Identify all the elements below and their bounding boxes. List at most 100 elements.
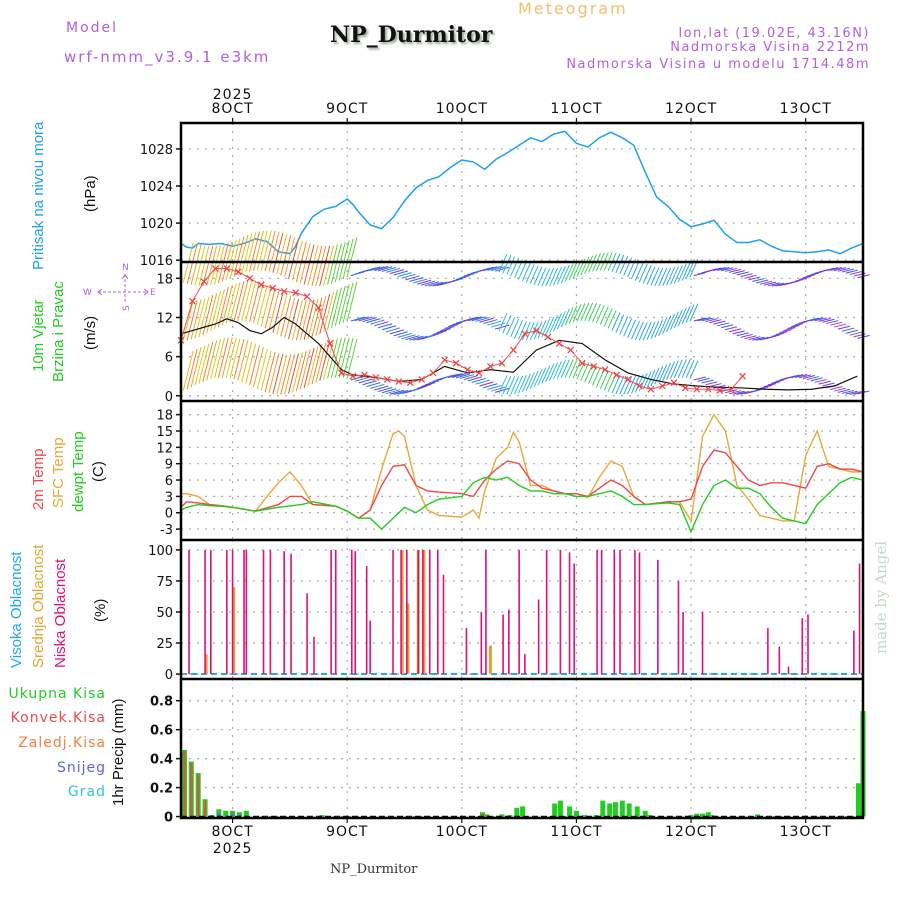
precip-bar-snow bbox=[217, 813, 221, 817]
wind-barb bbox=[830, 266, 843, 271]
wind-barb bbox=[510, 318, 520, 338]
wind-barb bbox=[198, 245, 210, 287]
wind-barb bbox=[217, 337, 229, 378]
wind-barb bbox=[389, 329, 404, 335]
wind-barb bbox=[233, 339, 245, 380]
wind-barb bbox=[264, 230, 276, 272]
wind-barb bbox=[767, 282, 780, 287]
low-cloud-bar bbox=[210, 549, 212, 675]
wind-barb bbox=[845, 269, 858, 274]
y-tick-label: 1020 bbox=[140, 217, 173, 232]
wind-barb bbox=[818, 317, 831, 322]
low-cloud-bar bbox=[290, 553, 292, 675]
wind-barb bbox=[432, 330, 447, 336]
wind-barb bbox=[560, 308, 570, 328]
wind-barb bbox=[459, 273, 475, 279]
wind-barb bbox=[549, 267, 559, 287]
low-cloud-bar bbox=[422, 549, 424, 675]
wind-barb bbox=[529, 370, 539, 390]
wind-barb bbox=[685, 260, 695, 280]
wind-barb bbox=[502, 315, 512, 334]
wind-barb bbox=[615, 314, 625, 333]
wind-barb bbox=[849, 331, 862, 336]
wind-gust-marker bbox=[338, 369, 345, 377]
wind-barb bbox=[638, 263, 648, 283]
wind-barb bbox=[284, 237, 296, 278]
y-tick-label: 0.2 bbox=[150, 782, 173, 797]
low-cloud-bar bbox=[502, 614, 504, 675]
y-tick-label: 6 bbox=[165, 474, 173, 489]
wind-barb bbox=[713, 320, 726, 325]
wind-barb bbox=[736, 332, 749, 337]
wind-barb bbox=[584, 363, 594, 383]
wind-barb bbox=[607, 310, 617, 329]
wind-barb bbox=[452, 373, 467, 379]
wind-barb bbox=[775, 331, 788, 336]
lonlat: lon,lat (19.02E, 43.16N) bbox=[678, 26, 870, 41]
wind-barb bbox=[483, 319, 498, 325]
wind-barb bbox=[288, 353, 300, 394]
wind-barb bbox=[654, 319, 664, 338]
elevation: Nadmorska Visina 2212m bbox=[670, 40, 870, 55]
wind-barb bbox=[276, 294, 288, 335]
wind-barb bbox=[545, 317, 555, 336]
wind-barb bbox=[378, 387, 393, 393]
x-tick-label-top: 13OCT bbox=[780, 101, 832, 117]
wind-barb bbox=[455, 373, 471, 379]
wind-barb bbox=[666, 361, 675, 380]
wind-barb bbox=[491, 386, 506, 392]
wind-gust-marker bbox=[636, 382, 643, 390]
wind-gust-marker bbox=[590, 362, 598, 370]
precip-bar-total bbox=[243, 810, 249, 817]
precip-bar-total bbox=[855, 783, 861, 817]
wind-barb bbox=[463, 316, 479, 322]
wind-barb bbox=[299, 300, 311, 341]
wind-barb bbox=[709, 267, 722, 272]
wind-barb bbox=[837, 267, 851, 272]
wind-barb bbox=[327, 244, 338, 285]
wind-barb bbox=[409, 335, 424, 341]
wind-barb bbox=[241, 341, 253, 383]
wind-barb bbox=[432, 281, 447, 287]
wind-barb bbox=[479, 381, 494, 387]
legend-snijeg: Snijeg bbox=[56, 760, 106, 776]
wind-barb bbox=[502, 254, 512, 274]
wind-barb bbox=[603, 372, 613, 391]
wind-barb bbox=[810, 317, 823, 322]
wind-gust-marker bbox=[567, 346, 575, 354]
wind-barb bbox=[479, 317, 494, 323]
wind-gust-marker bbox=[383, 376, 391, 383]
wind-barb bbox=[572, 360, 582, 379]
wind-barb bbox=[401, 273, 416, 279]
precip-bar-total bbox=[607, 803, 613, 817]
wind-barb bbox=[288, 298, 300, 340]
wind-barb bbox=[288, 238, 300, 279]
wind-barb bbox=[409, 277, 424, 283]
wind-barb bbox=[444, 323, 459, 329]
wind-barb bbox=[752, 278, 765, 283]
wind-barb bbox=[491, 322, 506, 328]
precip-bar-snow bbox=[231, 813, 235, 817]
wind-barb bbox=[264, 351, 276, 393]
wind-barb bbox=[186, 299, 198, 341]
wind-barb bbox=[280, 354, 292, 395]
precip-bar-total bbox=[688, 815, 694, 817]
wind-barb bbox=[833, 267, 847, 272]
wind-barb bbox=[826, 320, 839, 325]
wind-barb bbox=[759, 280, 773, 285]
wind-barb bbox=[385, 389, 401, 395]
y-tick-label: 15 bbox=[156, 425, 173, 440]
wind-barb bbox=[506, 256, 516, 275]
low-cloud-bar bbox=[613, 549, 616, 675]
wind-barb bbox=[537, 367, 547, 386]
wind-barb bbox=[190, 347, 202, 388]
wind-barb bbox=[533, 266, 543, 286]
wind-gust-marker bbox=[223, 265, 231, 272]
wind-barb bbox=[744, 335, 757, 340]
wind-barb bbox=[416, 279, 432, 285]
wind-barb bbox=[342, 282, 354, 323]
wind-barb bbox=[685, 304, 695, 323]
wind-barb bbox=[748, 336, 761, 341]
wind-barb bbox=[728, 390, 742, 395]
precip-bar-total bbox=[552, 803, 558, 817]
